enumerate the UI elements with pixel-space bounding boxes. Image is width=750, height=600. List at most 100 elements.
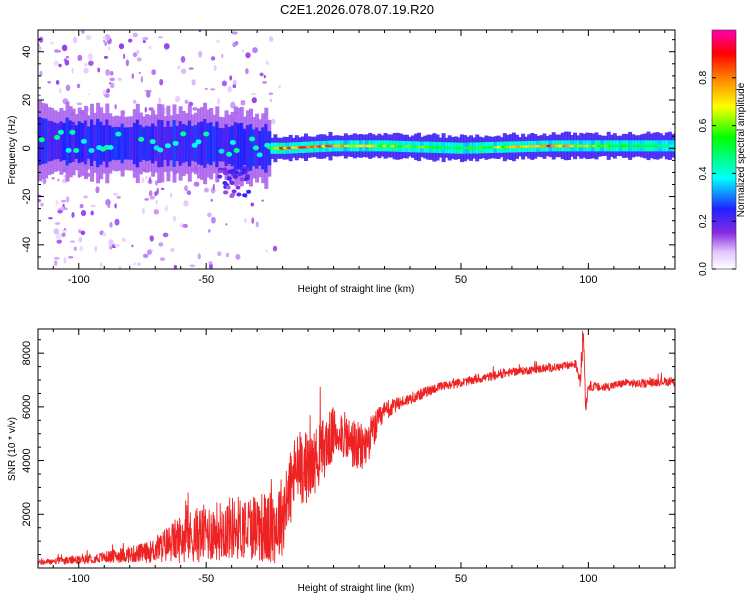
snr-xlabel: Height of straight line (km) (298, 583, 415, 594)
spectrogram-speckle (68, 255, 74, 259)
spectrogram-speckle (239, 177, 245, 182)
spectrogram-speckle (221, 80, 227, 87)
spectrogram-speckle (149, 235, 154, 242)
spectrogram-speckle (148, 190, 153, 197)
spectrogram-speckle (132, 32, 138, 38)
spectrogram-speckle (39, 70, 43, 77)
spectrogram-speckle (131, 244, 134, 248)
spectrogram-speckle (262, 81, 267, 84)
colorbar-frame (711, 29, 737, 270)
spectrogram-speckle (57, 178, 60, 182)
spectrogram-speckle (216, 39, 220, 43)
colorbar-ticks: 0.0 0.2 0.4 0.6 0.8 (698, 70, 736, 276)
spectrogram-speckle (104, 34, 111, 41)
spectrogram-speckle (60, 199, 67, 203)
spectrogram-speckle (180, 56, 186, 63)
spectrogram-blob (65, 147, 72, 153)
spectrogram-speckle (207, 212, 212, 218)
spectrogram-speckle (246, 189, 252, 194)
spectrogram-speckle (211, 216, 216, 224)
spectrogram-core-cell (160, 120, 165, 167)
spectrogram-speckle (70, 240, 75, 243)
spectrogram-speckle (88, 60, 94, 66)
colorbar-gradient (712, 30, 736, 269)
spectrogram-blob (668, 144, 675, 148)
spectrogram-core-cell (221, 128, 226, 162)
spectrogram-ticks: -100 -50 50 100 -40 -20 0 20 40 (21, 30, 675, 286)
colorbar-label: Normalized spectral amplitude (736, 82, 747, 217)
spectrogram-speckle (222, 170, 228, 175)
spectrogram-speckle (153, 209, 159, 215)
spectrogram-speckle (123, 53, 126, 60)
spectrogram-speckle (222, 181, 228, 185)
spectrogram-speckle (108, 239, 114, 246)
spectrogram-speckle (272, 245, 278, 252)
colorbar-tick-label: 0.4 (698, 166, 709, 180)
spectrogram-core-cell (230, 125, 235, 167)
spectrogram-speckle (142, 207, 145, 215)
spectrogram-core-cell (187, 120, 192, 167)
snr-panel: -100 -50 50 100 2000 4000 6000 8000 Height of s… (7, 328, 676, 594)
spectrogram-speckle (38, 94, 41, 97)
spectrogram-xtick-label: -50 (198, 274, 214, 286)
spectrogram-speckle (241, 168, 247, 173)
spectrogram-core-cell (111, 127, 116, 160)
figure-title: C2E1.2026.078.07.19.R20 (280, 2, 434, 17)
spectrogram-speckle (114, 203, 117, 209)
snr-ytick-label: 8000 (21, 341, 33, 365)
spectrogram-core-cell (47, 120, 52, 162)
spectrogram-speckle (170, 247, 175, 252)
spectrogram-speckle (186, 190, 192, 196)
spectrogram-speckle (79, 203, 84, 209)
spectrogram-speckle (102, 36, 108, 39)
spectrogram-speckle (261, 199, 264, 202)
spectrogram-speckle (77, 54, 83, 62)
snr-xtick-label: -50 (198, 573, 214, 585)
spectrogram-speckle (63, 207, 68, 210)
spectrogram-core-cell (242, 128, 247, 165)
spectrogram-core-cell (200, 121, 205, 166)
spectrogram-speckle (83, 67, 89, 74)
spectrogram-speckle (265, 249, 268, 253)
spectrogram-speckle (154, 180, 158, 186)
spectrogram-speckle (147, 249, 152, 255)
spectrogram-speckle (125, 59, 129, 67)
spectrogram-panel: -100 -50 50 100 -40 -20 0 20 40 Height of straig… (7, 29, 676, 295)
spectrogram-speckle (232, 84, 237, 89)
spectrogram-speckle (242, 193, 248, 198)
snr-frame (37, 328, 676, 569)
spectrogram-speckle (55, 199, 58, 206)
spectrogram-core-cell (90, 119, 94, 167)
spectrogram-speckle (278, 85, 281, 88)
spectrogram-speckle (100, 262, 103, 268)
spectrogram-speckle (63, 257, 67, 264)
spectrogram-speckle (110, 82, 115, 89)
spectrogram-speckle (117, 77, 123, 81)
spectrogram-core-cell (138, 124, 143, 162)
spectrogram-speckle (160, 187, 165, 190)
spectrogram-speckle (53, 60, 59, 67)
spectrogram-core-cell (96, 118, 101, 168)
spectrogram-speckle (180, 68, 187, 75)
spectrogram-speckle (244, 218, 247, 223)
spectrogram-blob (107, 145, 114, 150)
spectrogram-speckle (114, 104, 117, 110)
spectrogram-speckle (217, 169, 223, 174)
spectrogram-xtick-label: 100 (579, 274, 597, 286)
spectrogram-core-cell (227, 127, 232, 164)
spectrogram-core-cell (258, 130, 263, 166)
spectrogram-speckle (103, 55, 109, 59)
spectrogram-core-cell (178, 121, 183, 166)
spectrogram-speckle (55, 80, 60, 85)
spectrogram-core-cell (105, 119, 110, 168)
spectrogram-blob (115, 131, 122, 137)
spectrogram-speckle (251, 92, 257, 96)
snr-ytick-label: 2000 (21, 502, 33, 526)
spectrogram-speckle (80, 210, 87, 217)
spectrogram-speckle (53, 257, 60, 260)
spectrogram-speckle (110, 71, 114, 76)
spectrogram-core-cell (224, 124, 229, 167)
spectrogram-speckle (158, 97, 161, 104)
spectrogram-speckle (138, 71, 141, 75)
